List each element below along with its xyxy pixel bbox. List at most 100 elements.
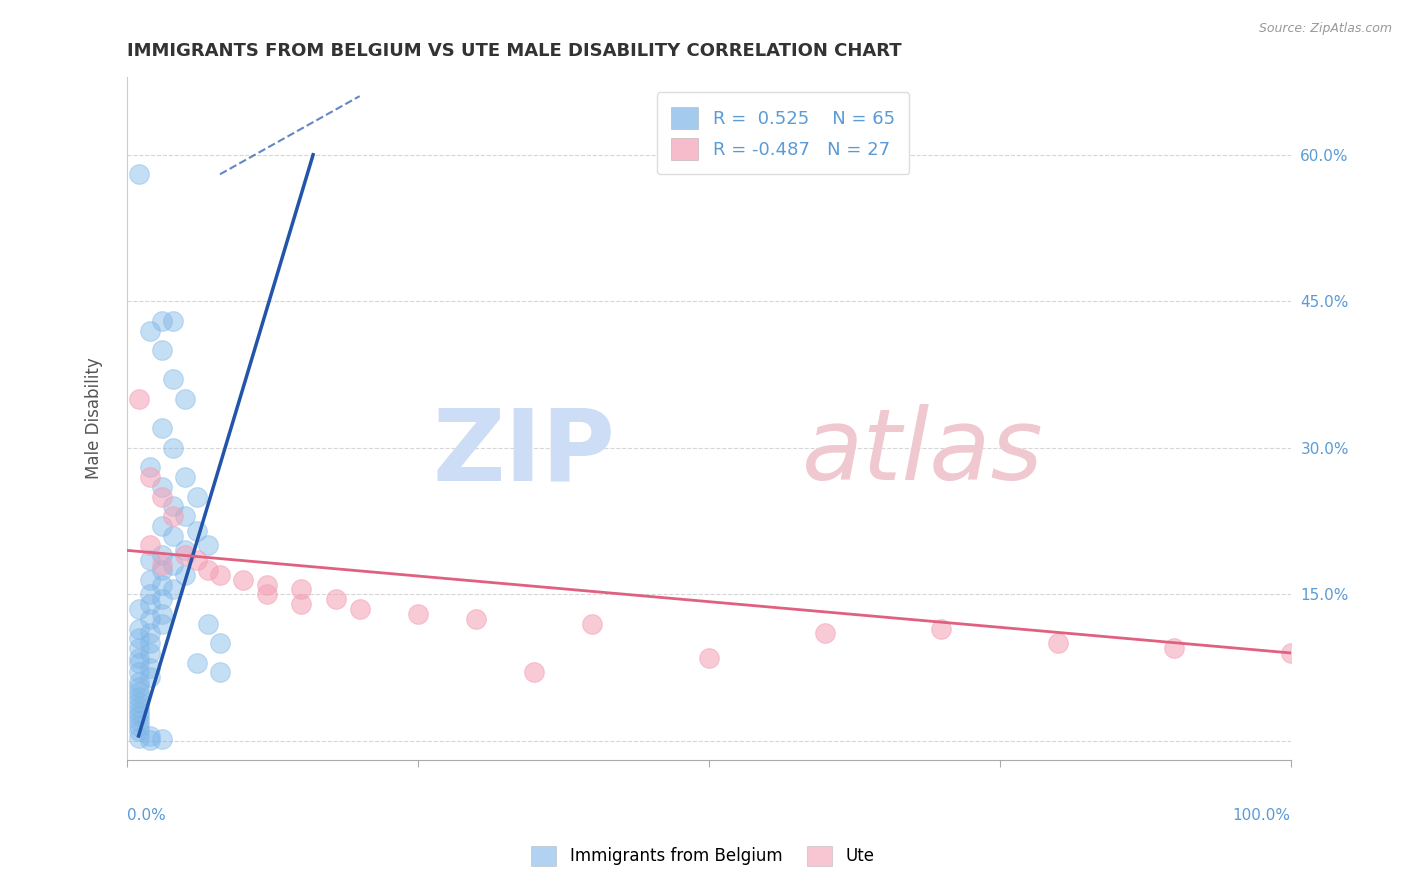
Point [208, 567, 231, 582]
Point [174, 567, 197, 582]
Point [128, 602, 150, 616]
Point [150, 616, 173, 631]
Point [150, 731, 173, 746]
Point [162, 441, 184, 455]
Point [128, 705, 150, 719]
Point [139, 732, 162, 747]
Point [139, 587, 162, 601]
Point [290, 597, 312, 611]
Text: ZIP: ZIP [433, 404, 616, 501]
Point [1279, 646, 1302, 660]
Point [325, 592, 347, 607]
Point [150, 421, 173, 435]
Point [139, 324, 162, 338]
Point [186, 553, 208, 567]
Point [128, 731, 150, 745]
Point [208, 636, 231, 650]
Point [349, 602, 371, 616]
Point [162, 372, 184, 386]
Point [162, 500, 184, 514]
Y-axis label: Male Disability: Male Disability [86, 358, 103, 479]
Point [128, 167, 150, 181]
Point [186, 490, 208, 504]
Point [162, 558, 184, 572]
Point [128, 656, 150, 670]
Point [256, 577, 278, 591]
Point [128, 690, 150, 704]
Point [1163, 641, 1185, 656]
Point [128, 632, 150, 646]
Point [150, 548, 173, 562]
Point [1046, 636, 1069, 650]
Point [128, 695, 150, 709]
Point [128, 699, 150, 714]
Point [814, 626, 837, 640]
Point [128, 724, 150, 739]
Point [128, 719, 150, 733]
Point [174, 392, 197, 406]
Point [232, 573, 254, 587]
Point [128, 675, 150, 690]
Point [162, 509, 184, 524]
Point [697, 650, 720, 665]
Point [139, 612, 162, 626]
Point [139, 553, 162, 567]
Point [150, 563, 173, 577]
Point [128, 714, 150, 729]
Point [150, 314, 173, 328]
Point [139, 660, 162, 674]
Point [139, 670, 162, 684]
Point [150, 490, 173, 504]
Point [208, 665, 231, 680]
Point [174, 543, 197, 558]
Point [128, 622, 150, 636]
Point [139, 460, 162, 475]
Point [139, 470, 162, 484]
Point [150, 558, 173, 572]
Point [174, 548, 197, 562]
Point [523, 665, 546, 680]
Point [150, 577, 173, 591]
Point [139, 573, 162, 587]
Point [174, 509, 197, 524]
Point [150, 592, 173, 607]
Point [931, 622, 953, 636]
Point [174, 470, 197, 484]
Point [128, 709, 150, 723]
Text: 0.0%: 0.0% [127, 808, 166, 823]
Point [139, 636, 162, 650]
Point [186, 524, 208, 538]
Point [406, 607, 429, 621]
Point [162, 529, 184, 543]
Text: IMMIGRANTS FROM BELGIUM VS UTE MALE DISABILITY CORRELATION CHART: IMMIGRANTS FROM BELGIUM VS UTE MALE DISA… [127, 42, 901, 60]
Point [197, 539, 219, 553]
Point [186, 656, 208, 670]
Point [128, 685, 150, 699]
Point [581, 616, 603, 631]
Point [128, 650, 150, 665]
Point [197, 563, 219, 577]
Point [128, 392, 150, 406]
Point [139, 597, 162, 611]
Point [139, 729, 162, 743]
Point [128, 680, 150, 694]
Point [197, 616, 219, 631]
Point [162, 582, 184, 597]
Point [128, 665, 150, 680]
Text: Source: ZipAtlas.com: Source: ZipAtlas.com [1258, 22, 1392, 36]
Point [256, 587, 278, 601]
Legend: R =  0.525    N = 65, R = -0.487   N = 27: R = 0.525 N = 65, R = -0.487 N = 27 [657, 93, 910, 175]
Point [139, 646, 162, 660]
Point [150, 480, 173, 494]
Text: 100.0%: 100.0% [1233, 808, 1291, 823]
Point [128, 641, 150, 656]
Legend: Immigrants from Belgium, Ute: Immigrants from Belgium, Ute [517, 832, 889, 880]
Point [139, 539, 162, 553]
Point [139, 626, 162, 640]
Point [162, 314, 184, 328]
Point [290, 582, 312, 597]
Point [150, 519, 173, 533]
Point [150, 607, 173, 621]
Point [465, 612, 488, 626]
Point [150, 343, 173, 358]
